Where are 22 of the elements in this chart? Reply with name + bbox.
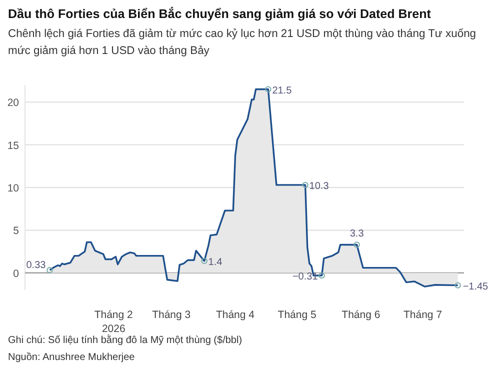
chart-title: Dầu thô Forties của Biển Bắc chuyển sang giảm giá so với Dated Brent	[8, 6, 432, 21]
annotation: 1.4	[208, 256, 223, 268]
y-tick-label: 0	[13, 268, 20, 280]
x-tick-label: Tháng 6	[342, 309, 380, 321]
text: Ghi chú: Số liệu tính bằng đô la Mỹ một thùng ($/bbl)	[8, 334, 242, 346]
x-tick-label: Tháng 3	[152, 309, 191, 321]
annotation: −0.31	[292, 272, 318, 283]
annotation: 21.5	[272, 85, 292, 96]
x-tick-label: Tháng 5	[278, 309, 316, 321]
x-tick-label: Tháng 4	[216, 309, 255, 321]
annotation: 3.3	[350, 228, 364, 240]
annotation: −1.45	[462, 281, 489, 292]
text: Nguồn: Anushree Mukherjee	[8, 352, 136, 363]
annotation: 0.33	[26, 260, 46, 272]
y-tick-label: 15	[7, 140, 20, 152]
annotation: 10.3	[309, 180, 330, 192]
x-tick-label: Tháng 2 2026	[94, 309, 134, 335]
y-tick-label: 5	[13, 225, 20, 238]
y-tick-label: 10	[7, 182, 20, 194]
chart-subtitle: Chênh lệch giá Forties đã giảm từ mức cao kỷ lục hơn 21 USD một thùng vào tháng Tư xuống mức giảm giá hơn 1 USD vào tháng Bảy	[8, 28, 476, 57]
x-tick-label: Tháng 7	[404, 309, 442, 321]
y-tick-label: 20	[7, 97, 20, 110]
